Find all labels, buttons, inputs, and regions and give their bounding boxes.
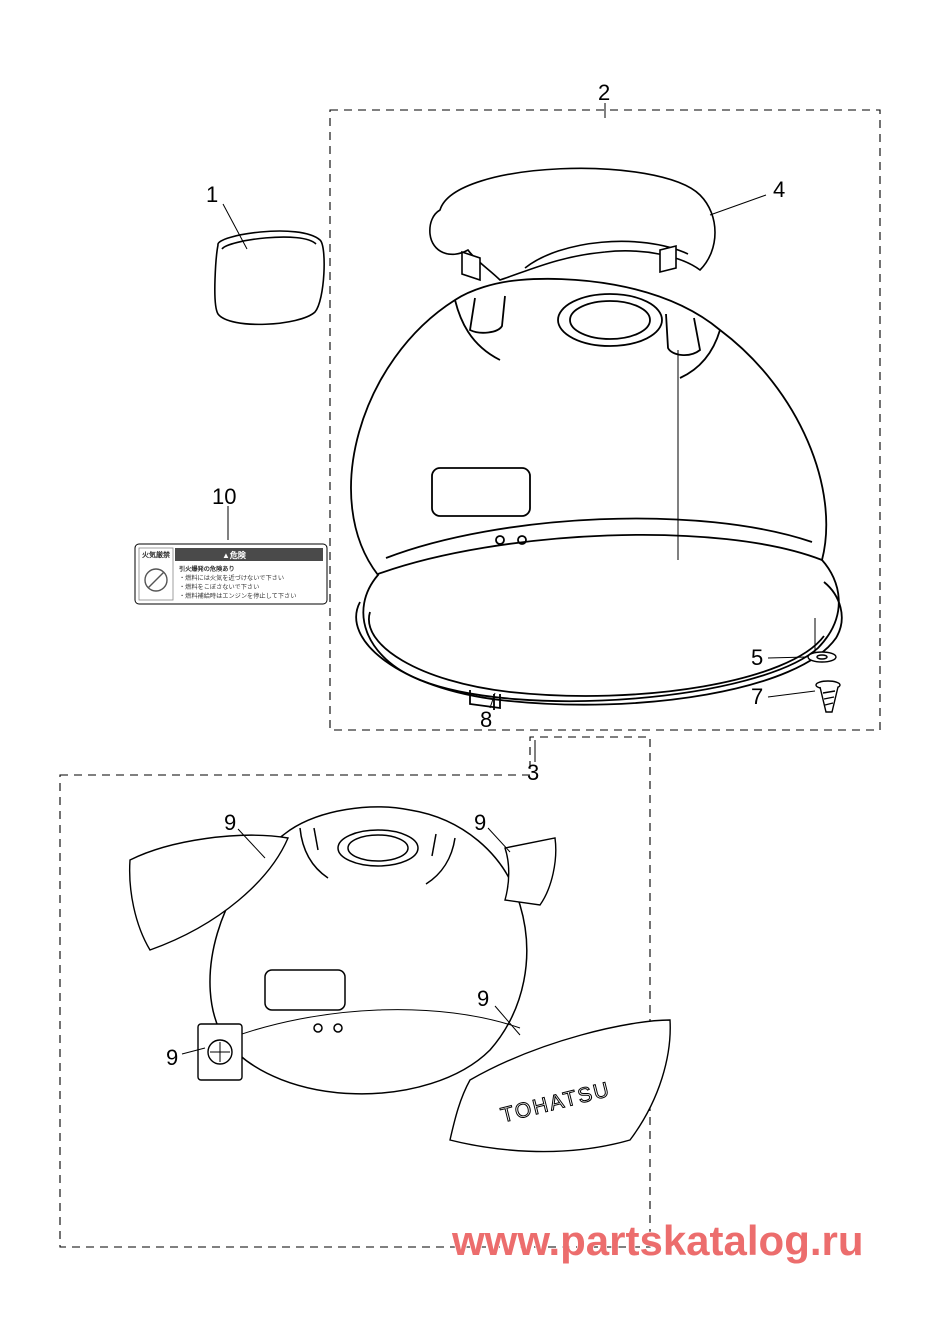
callout-5: 5 bbox=[751, 645, 763, 670]
callout-3: 3 bbox=[527, 760, 539, 785]
callout-9d: 9 bbox=[477, 986, 489, 1011]
part-1-pad bbox=[215, 231, 324, 324]
part-4-hood-cap bbox=[430, 168, 715, 280]
callout-7: 7 bbox=[751, 684, 763, 709]
warn-line-2: ・燃料をこぼさないで下さい bbox=[179, 583, 259, 591]
callout-9c: 9 bbox=[166, 1045, 178, 1070]
part-7-screw bbox=[816, 681, 840, 712]
callout-1: 1 bbox=[206, 182, 218, 207]
warn-line-0: 引火爆発の危険あり bbox=[179, 565, 235, 573]
warn-line-3: ・燃料補給時はエンジンを停止して下さい bbox=[179, 592, 296, 600]
callout-8: 8 bbox=[480, 707, 492, 732]
diagram-canvas: 火気厳禁 ▲危険 引火爆発の危険あり ・燃料には火気を近づけないで下さい ・燃料… bbox=[0, 0, 940, 1325]
part-9-decal-right-top bbox=[505, 838, 556, 905]
callout-9b: 9 bbox=[474, 810, 486, 835]
part-9-decal-front-badge bbox=[198, 1024, 242, 1080]
callout-4: 4 bbox=[773, 177, 785, 202]
warn-side-text: 火気厳禁 bbox=[142, 550, 170, 559]
part-2-top-cowl bbox=[351, 279, 842, 710]
callout-9a: 9 bbox=[224, 810, 236, 835]
watermark-text: www.partskatalog.ru bbox=[451, 1217, 864, 1264]
part-10-warning-label: 火気厳禁 ▲危険 引火爆発の危険あり ・燃料には火気を近づけないで下さい ・燃料… bbox=[135, 544, 327, 604]
warn-title: ▲危険 bbox=[222, 550, 247, 560]
callout-2: 2 bbox=[598, 80, 610, 105]
part-5-washer bbox=[808, 652, 836, 662]
callout-10: 10 bbox=[212, 484, 236, 509]
warn-line-1: ・燃料には火気を近づけないで下さい bbox=[179, 574, 284, 582]
